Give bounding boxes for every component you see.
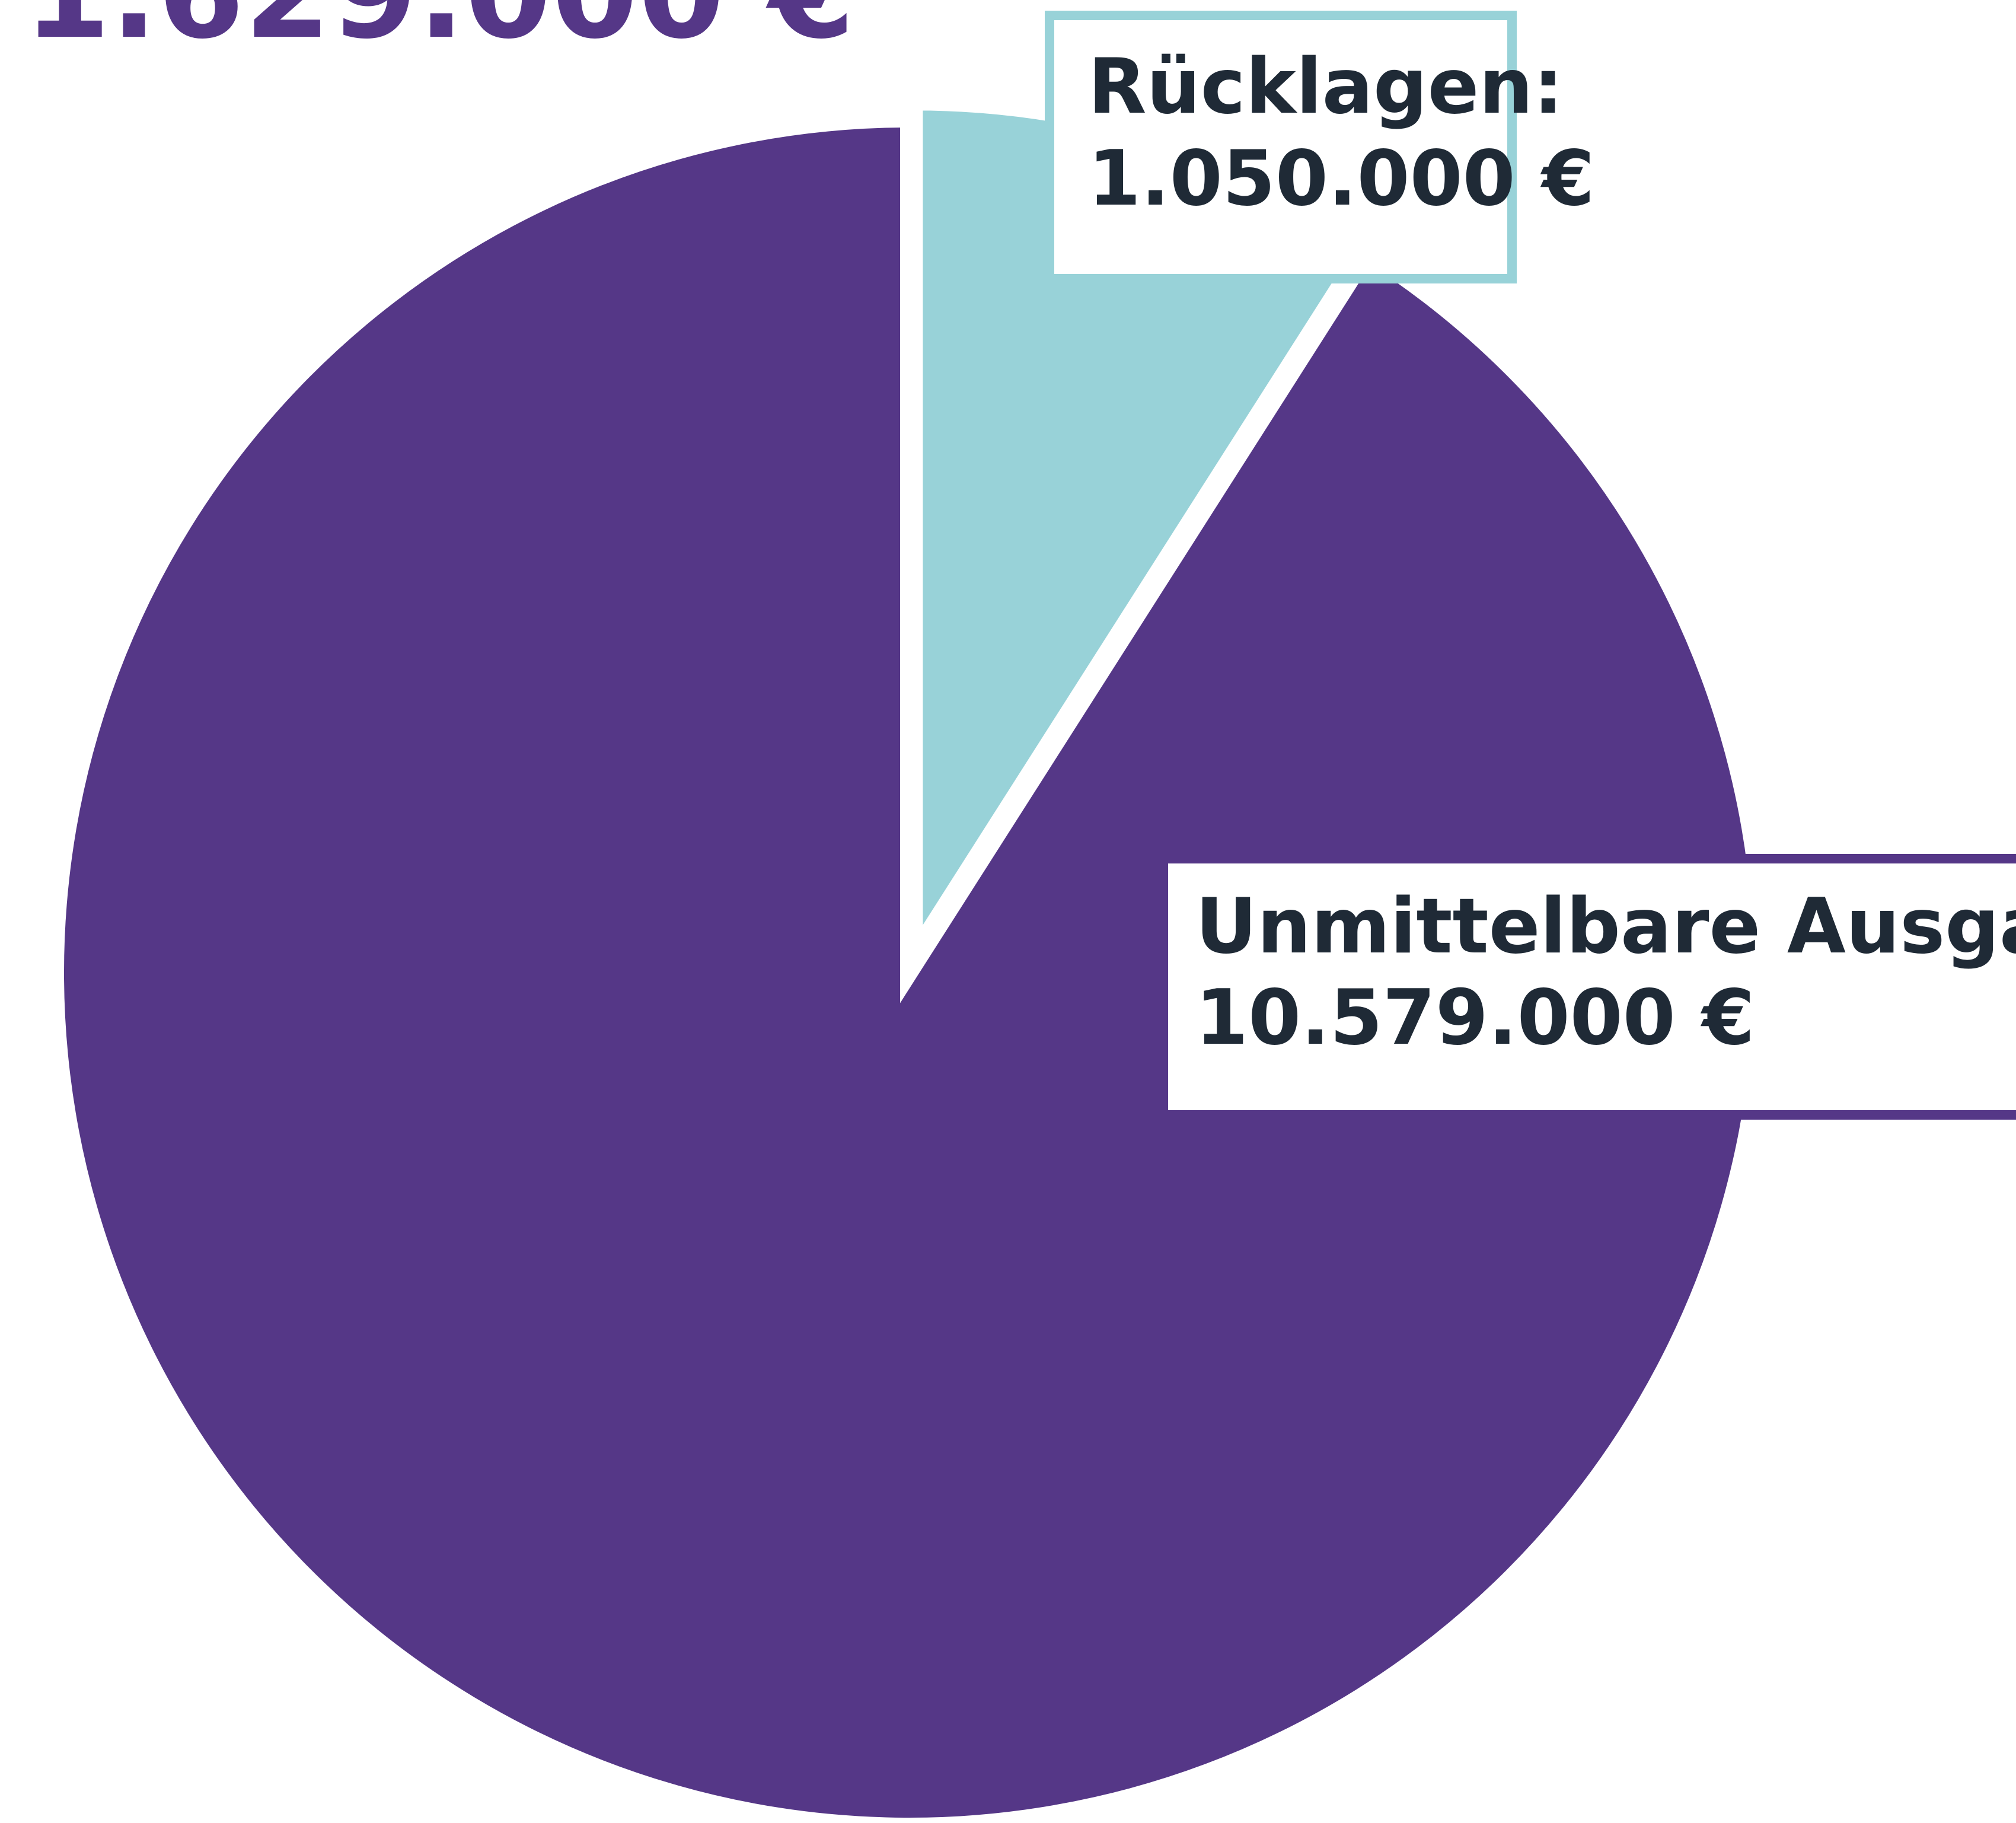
pie — [46, 93, 1772, 1823]
slice-value-label: 10.579.000 € — [1195, 974, 1755, 1062]
chart-title: 1.629.000 € — [24, 0, 855, 66]
slice-value-label: 1.050.000 € — [1088, 135, 1594, 223]
label-box — [1045, 11, 1517, 283]
label-box — [1159, 854, 2016, 1120]
slice-label: Rücklagen: — [1088, 43, 1564, 131]
labels: Rücklagen:1.050.000 € Unmittelbare Ausgab… — [1045, 11, 2016, 1120]
slice-label: Unmittelbare Ausgaben: — [1195, 882, 2016, 971]
